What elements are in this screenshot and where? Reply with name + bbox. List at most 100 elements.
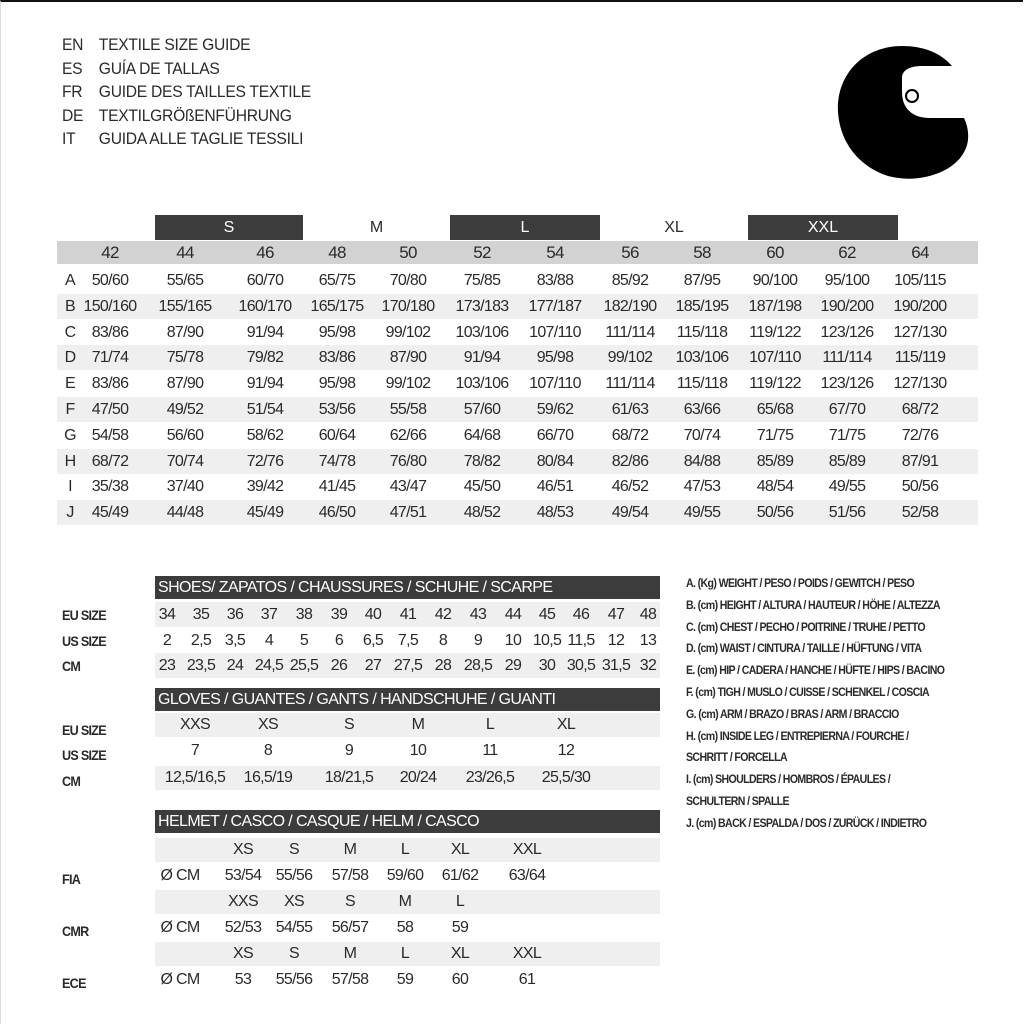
table-cell: 41/45	[318, 478, 356, 496]
standard-label: ECE	[62, 975, 86, 991]
title-line: FR GUIDE DES TAILLES TEXTILE	[62, 82, 311, 102]
table-cell: 119/122	[749, 323, 801, 341]
size-cell: M	[343, 945, 357, 962]
legend-item: G. (cm) ARM / BRAZO / BRAS / ARM / BRACC…	[686, 706, 899, 721]
table-cell: 28	[434, 657, 452, 674]
eu-size-header: 56	[621, 243, 639, 262]
table-cell: 55/56	[275, 867, 313, 884]
table-cell: 12,5/16,5	[164, 769, 226, 786]
table-cell: 58/62	[246, 426, 284, 444]
table-cell: 16,5/19	[243, 769, 293, 786]
table-cell: 71/75	[756, 426, 794, 444]
row-stripe	[155, 653, 660, 678]
row-stripe	[57, 293, 978, 319]
table-cell: 60/70	[246, 272, 284, 289]
legend-item: J. (cm) BACK / ESPALDA / DOS / ZURÜCK / …	[686, 815, 927, 830]
table-cell: 91/94	[246, 323, 284, 341]
table-cell: 47/50	[91, 401, 129, 418]
table-cell: 60/64	[318, 426, 356, 444]
table-cell: 65/68	[756, 401, 794, 418]
table-cell: 45/50	[463, 478, 501, 496]
row-stripe	[57, 500, 978, 526]
title-text: GUIDA ALLE TAGLIE TESSILI	[98, 129, 304, 148]
table-cell: 24	[226, 657, 244, 674]
size-cell: XXL	[512, 945, 542, 962]
legend-item: B. (cm) HEIGHT / ALTURA / HAUTEUR / HÖHE…	[686, 597, 941, 612]
legend-item: C. (cm) CHEST / PECHO / POITRINE / TRUHE…	[686, 619, 926, 634]
table-cell: 18/21,5	[324, 769, 374, 786]
table-cell: 48	[639, 606, 657, 623]
table-cell: 111/114	[605, 323, 655, 341]
table-cell: 190/200	[820, 297, 875, 315]
table-cell: 72/76	[901, 426, 939, 444]
table-cell: 10	[409, 742, 427, 759]
row-label: A	[65, 272, 76, 289]
table-cell: 23/26,5	[465, 769, 515, 786]
title-line: IT GUIDA ALLE TAGLIE TESSILI	[62, 129, 303, 149]
table-cell: 115/118	[676, 375, 728, 393]
table-cell: 49/55	[828, 478, 866, 496]
table-cell: 91/94	[463, 349, 501, 367]
table-cell: 127/130	[893, 375, 948, 393]
table-cell: 49/55	[683, 504, 721, 522]
table-cell: 57/58	[331, 867, 369, 884]
legend-item: I. (cm) SHOULDERS / HOMBROS / ÉPAULES /	[686, 772, 891, 787]
title-line: DE TEXTILGRÖßENFÜHRUNG	[62, 106, 292, 126]
unit-label: Ø CM	[160, 919, 201, 936]
table-cell: 68/72	[901, 401, 939, 418]
table-cell: 85/89	[828, 452, 866, 470]
shoes-header: SHOES/ ZAPATOS / CHAUSSURES / SCHUHE / S…	[155, 576, 660, 599]
table-cell: 123/126	[820, 323, 875, 341]
legend-item: H. (cm) INSIDE LEG / ENTREPIERNA / FOURC…	[686, 728, 909, 743]
table-cell: 8	[263, 742, 273, 759]
row-label: E	[65, 375, 76, 393]
table-cell: 39	[330, 606, 348, 623]
table-cell: 38	[295, 606, 313, 623]
table-cell: 83/86	[91, 375, 129, 393]
table-cell: 71/74	[91, 349, 129, 367]
table-cell: 127/130	[893, 323, 948, 341]
size-band-l: L	[450, 215, 600, 240]
table-cell: 78/82	[463, 452, 501, 470]
table-cell: 46	[572, 606, 590, 623]
legend-item: E. (cm) HIP / CADERA / HANCHE / HÜFTE / …	[686, 663, 945, 678]
row-stripe	[155, 838, 660, 862]
table-cell: XL	[556, 716, 576, 733]
table-cell: 61	[518, 971, 536, 988]
row-label: F	[65, 401, 75, 418]
table-cell: 170/180	[381, 297, 436, 315]
table-cell: S	[344, 716, 355, 733]
table-cell: 107/110	[529, 375, 581, 393]
table-cell: 51/54	[246, 401, 284, 418]
table-cell: 90/100	[752, 272, 798, 289]
table-cell: 99/102	[385, 375, 431, 393]
table-cell: 50/60	[91, 272, 129, 289]
table-cell: 105/115	[894, 272, 946, 289]
table-cell: 43	[469, 606, 487, 623]
table-cell: 34	[158, 606, 176, 623]
standard-label: CMR	[62, 923, 89, 939]
table-cell: 71/75	[828, 426, 866, 444]
table-cell: 27	[364, 657, 382, 674]
table-cell: 44/48	[166, 504, 204, 522]
table-cell: 76/80	[389, 452, 427, 470]
table-cell: 39/42	[246, 478, 284, 496]
table-cell: 45/49	[91, 504, 129, 522]
table-cell: 45/49	[246, 504, 284, 522]
row-stripe	[155, 766, 660, 790]
table-cell: 6,5	[362, 632, 384, 649]
standard-label: FIA	[62, 871, 81, 887]
row-stripe	[155, 942, 660, 966]
size-band-m: M	[369, 219, 384, 236]
table-cell: 46/51	[536, 478, 574, 496]
row-stripe	[57, 397, 978, 422]
table-cell: 190/200	[893, 297, 948, 315]
title-line: ES GUÍA DE TALLAS	[62, 59, 220, 79]
language-code: DE	[62, 105, 84, 125]
table-cell: 2	[162, 632, 172, 649]
table-cell: 35/38	[91, 478, 129, 496]
legend-item: D. (cm) WAIST / CINTURA / TAILLE / HÜFTU…	[686, 641, 922, 656]
table-cell: 31,5	[601, 657, 631, 674]
table-cell: 67/70	[828, 401, 866, 418]
